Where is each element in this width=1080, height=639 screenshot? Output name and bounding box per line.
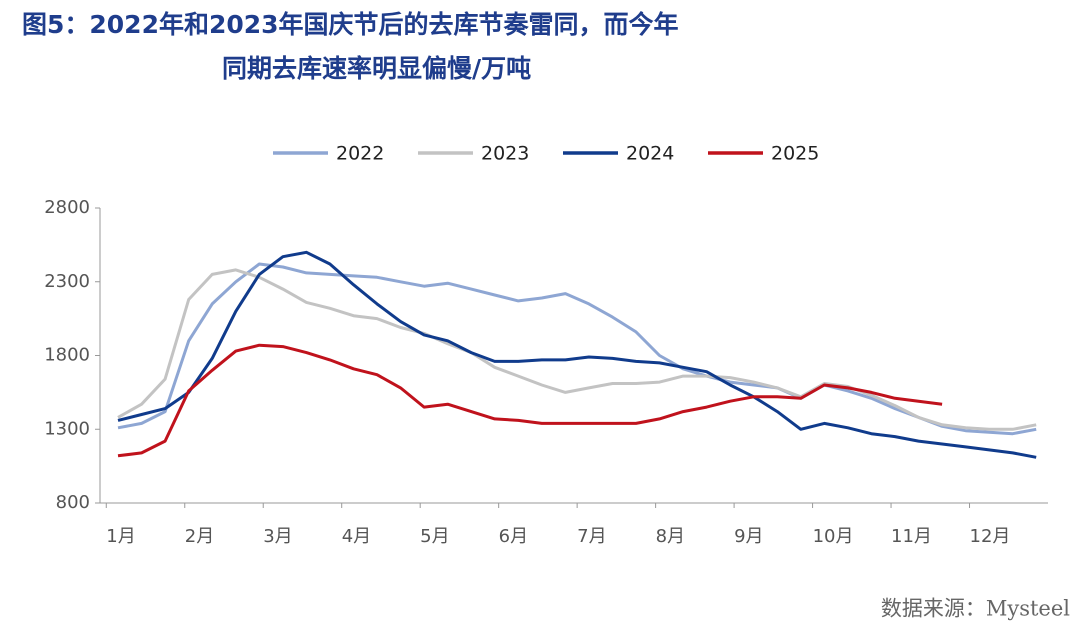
data-line	[117, 250, 1037, 459]
x-tick-label: 10月	[813, 526, 854, 547]
x-tick-label: 8月	[656, 526, 685, 547]
x-tick-label: 6月	[499, 526, 528, 547]
y-tick-label: 800	[56, 492, 90, 513]
data-line	[117, 343, 943, 458]
x-tick-label: 11月	[891, 526, 932, 547]
y-tick-label: 2300	[44, 271, 90, 292]
x-tick-label: 2月	[185, 526, 214, 547]
legend-label: 2025	[771, 143, 819, 165]
x-tick-label: 7月	[577, 526, 606, 547]
x-tick-label: 3月	[263, 526, 292, 547]
source-note: 数据来源：Mysteel	[881, 597, 1070, 621]
legend-label: 2022	[336, 143, 384, 165]
data-line	[117, 268, 1037, 431]
x-tick-label: 1月	[106, 526, 135, 547]
y-tick-label: 1300	[44, 418, 90, 439]
x-tick-label: 4月	[342, 526, 371, 547]
chart-title: 同期去库速率明显偏慢/万吨	[222, 54, 531, 83]
x-tick-label: 5月	[420, 526, 449, 547]
y-tick-label: 2800	[44, 197, 90, 218]
legend-label: 2023	[481, 143, 529, 165]
chart-title: 图5：2022年和2023年国庆节后的去库节奏雷同，而今年	[22, 10, 679, 39]
y-tick-label: 1800	[44, 345, 90, 366]
x-tick-label: 12月	[970, 526, 1011, 547]
x-tick-label: 9月	[734, 526, 763, 547]
legend-label: 2024	[626, 143, 674, 165]
